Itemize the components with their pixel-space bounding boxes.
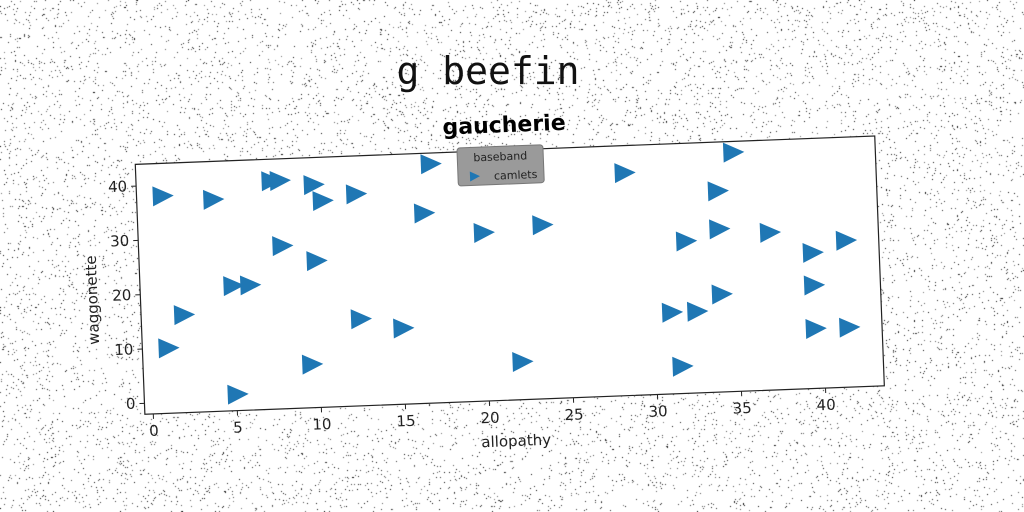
scatter-point [303,175,325,196]
y-tick-label: 20 [112,286,132,305]
scatter-point [269,170,291,191]
scatter-point [202,189,225,210]
scatter-point [709,219,731,240]
x-tick-label: 5 [233,418,243,436]
scatter-point [759,222,782,243]
scatter-point [413,203,436,224]
legend-title: baseband [473,149,527,164]
scatter-point [239,275,262,296]
scatter-point [722,142,745,163]
x-tick-label: 30 [648,402,668,421]
x-axis-label: allopathy [481,431,551,452]
scatter-point [835,230,858,251]
chart-title: gaucherie [442,111,566,141]
legend-marker-icon [469,171,480,182]
legend: baseband camlets [456,144,545,187]
scatter-point [312,191,334,212]
scatter-point [805,318,827,339]
y-tick-label: 30 [110,232,130,251]
scatter-point [350,309,373,330]
scatter-point [173,305,196,326]
scatter-point [152,186,174,207]
y-tick-label: 0 [126,395,136,413]
scatter-point [272,236,294,257]
scatter-point [512,352,534,372]
scatter-point [306,251,328,272]
scatter-point [301,354,324,375]
x-tick-label: 15 [396,412,416,431]
scatter-point [532,215,554,236]
scatter-point [473,222,495,243]
scatter-series [152,142,861,405]
scatter-point [707,181,729,202]
scatter-point [393,318,415,339]
scatter-point [227,384,249,405]
scatter-point [223,276,245,297]
x-tick-label: 40 [816,396,836,415]
scatter-point [345,184,368,205]
y-tick-label: 10 [114,340,134,359]
scatter-point [686,301,709,322]
y-axis: 0 10 20 30 40 [108,177,145,413]
legend-entry-label: camlets [494,168,538,183]
scatter-point [711,284,733,305]
y-axis-label: waggonette [82,255,103,345]
plot-axes: gaucherie 0 5 10 15 20 25 30 35 40 0 10 20 30 40 all… [82,111,885,452]
x-tick-label: 35 [732,399,752,418]
x-tick-label: 10 [312,415,332,434]
scatter-point [839,317,861,338]
x-tick-label: 20 [480,409,500,428]
x-tick-label: 25 [564,405,584,424]
scatter-point [803,275,826,296]
y-tick-label: 40 [108,177,128,196]
scatter-point [614,163,636,184]
scatter-point [672,356,694,377]
scatter-point [661,302,684,323]
scatter-point [675,231,698,252]
figure-suptitle: g beefin [396,49,579,93]
scatter-point [420,154,442,175]
scatter-point [158,338,180,359]
scatter-point [802,242,824,263]
x-axis: 0 5 10 15 20 25 30 35 40 [149,388,836,440]
x-tick-label: 0 [149,422,159,440]
